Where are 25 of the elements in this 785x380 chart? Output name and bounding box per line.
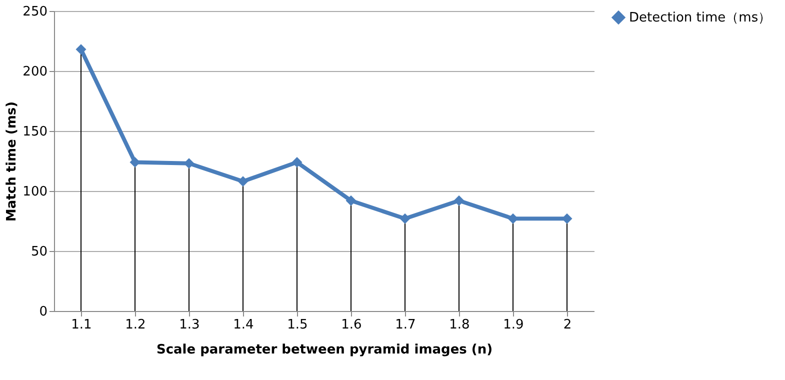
x-tick-label: 1.6 xyxy=(341,318,362,332)
y-tick-label: 150 xyxy=(22,124,48,140)
point xyxy=(76,44,86,55)
y-tick-label: 250 xyxy=(22,4,48,20)
x-axis-title: Scale parameter between pyramid images (n) xyxy=(156,342,493,358)
x-tick-label: 1.5 xyxy=(287,318,308,332)
y-tick-label: 200 xyxy=(22,64,48,80)
x-tick-label: 1.7 xyxy=(395,318,416,332)
y-tick-label: 100 xyxy=(22,184,48,200)
point xyxy=(238,176,248,187)
y-tick-label: 50 xyxy=(30,244,48,260)
x-tick-label: 2 xyxy=(563,318,572,332)
x-tick-label: 1.2 xyxy=(125,318,146,332)
x-tick-label: 1.4 xyxy=(233,318,254,332)
y-axis-title: Match time (ms) xyxy=(4,101,20,222)
point xyxy=(454,195,464,206)
y-tick-label: 0 xyxy=(39,304,48,320)
x-tick-label: 1.3 xyxy=(179,318,200,332)
legend-label: Detection time（ms） xyxy=(629,10,772,26)
x-tick-label: 1.1 xyxy=(71,318,92,332)
point xyxy=(292,156,302,168)
x-tick-label: 1.9 xyxy=(503,318,524,332)
x-tick-label: 1.8 xyxy=(449,318,470,332)
point xyxy=(346,195,356,206)
point xyxy=(400,213,410,224)
